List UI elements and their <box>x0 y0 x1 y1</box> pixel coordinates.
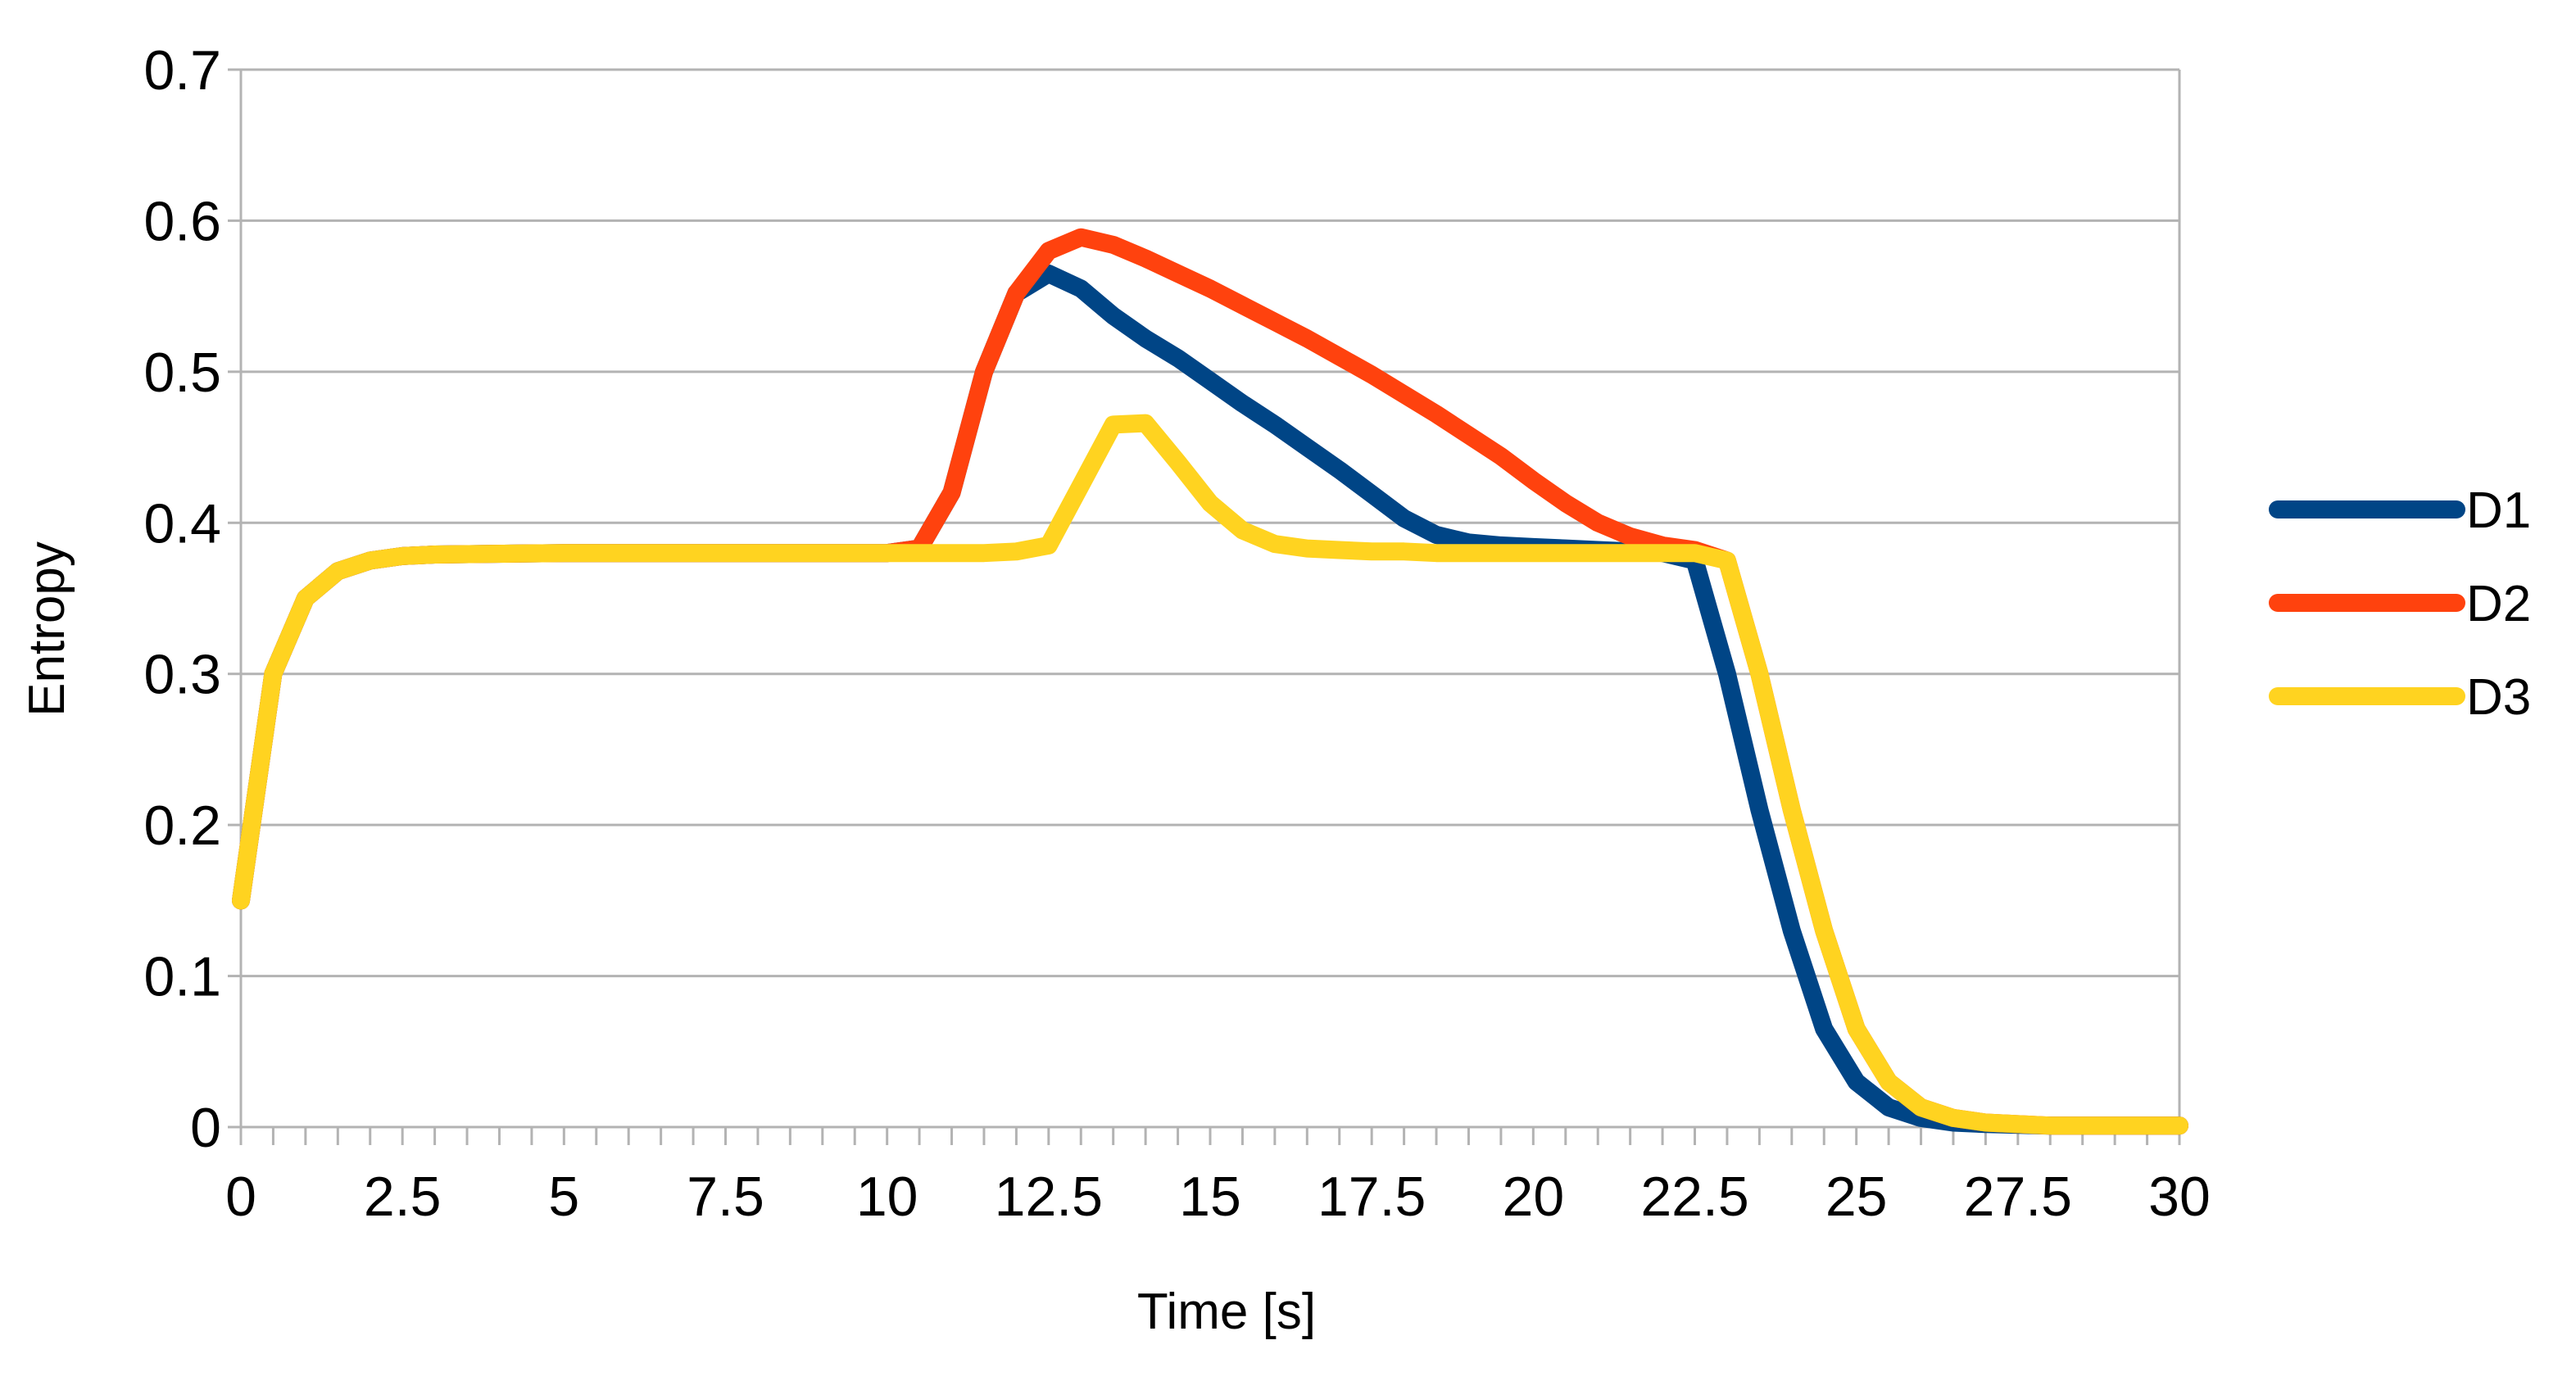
legend-label-d2: D2 <box>2466 576 2531 632</box>
x-axis-label: Time [s] <box>1137 1284 1316 1340</box>
axes <box>228 68 2181 1145</box>
x-tick-label: 10 <box>856 1166 918 1228</box>
x-tick-label: 25 <box>1825 1166 1888 1228</box>
x-tick-label: 7.5 <box>687 1166 764 1228</box>
y-tick-label: 0.6 <box>143 190 221 252</box>
y-tick-label: 0.5 <box>143 342 221 404</box>
x-tick-label: 17.5 <box>1317 1166 1426 1228</box>
y-tick-label: 0 <box>190 1097 221 1159</box>
legend-label-d3: D3 <box>2466 669 2531 726</box>
tick-labels: 0 0.1 0.2 0.3 0.4 0.5 0.6 0.7 0 2.5 5 7.5 10 12.5 15 17… <box>143 39 2210 1228</box>
x-tick-label: 12.5 <box>995 1166 1103 1228</box>
y-tick-label: 0.4 <box>143 492 221 555</box>
legend: D1 D2 D3 <box>2269 482 2531 726</box>
y-tick-label: 0.1 <box>143 946 221 1008</box>
series-line-d1 <box>232 265 2188 1135</box>
y-axis-label: Entropy <box>19 541 75 717</box>
x-tick-label: 2.5 <box>364 1166 442 1228</box>
y-tick-label: 0.7 <box>143 39 221 102</box>
x-tick-label: 15 <box>1179 1166 1241 1228</box>
y-tick-label: 0.3 <box>143 644 221 706</box>
series-lines <box>232 228 2188 1135</box>
legend-label-d1: D1 <box>2466 482 2531 539</box>
x-tick-label: 27.5 <box>1964 1166 2072 1228</box>
x-tick-label: 30 <box>2148 1166 2211 1228</box>
x-tick-label: 5 <box>548 1166 579 1228</box>
gridlines <box>241 68 2179 1129</box>
y-tick-label: 0.2 <box>143 795 221 857</box>
x-tick-label: 22.5 <box>1640 1166 1748 1228</box>
x-tick-label: 20 <box>1503 1166 1565 1228</box>
x-tick-label: 0 <box>225 1166 256 1228</box>
series-line-d3 <box>232 414 2188 1135</box>
